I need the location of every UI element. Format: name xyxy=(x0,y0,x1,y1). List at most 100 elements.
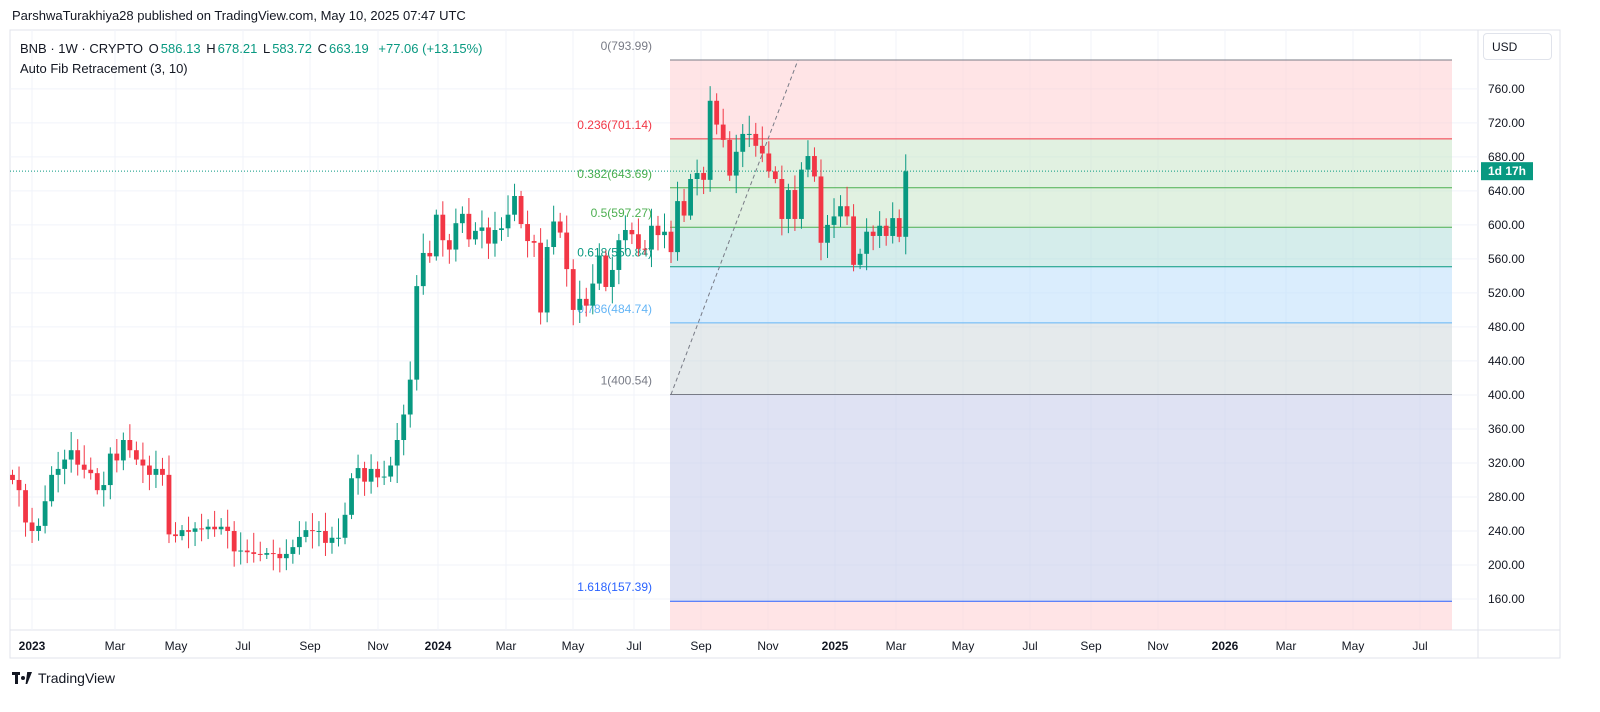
fib-level-label: 0.5(597.27) xyxy=(591,206,652,220)
candle-body xyxy=(342,514,348,538)
x-tick-label: Jul xyxy=(235,639,250,653)
candle-body xyxy=(825,224,830,243)
candle-body xyxy=(805,156,811,170)
candle-body xyxy=(270,553,276,555)
change-value: +77.06 (+13.15%) xyxy=(378,41,483,56)
symbol-label[interactable]: BNB · 1W · CRYPTO xyxy=(20,41,144,56)
x-tick-label: Nov xyxy=(757,639,778,653)
candle-body xyxy=(120,440,126,461)
candle-body xyxy=(147,465,152,475)
chart-frame xyxy=(9,29,1561,659)
candle-body xyxy=(499,228,504,231)
x-tick-label: Mar xyxy=(886,639,907,653)
x-tick-label: Sep xyxy=(690,639,712,653)
fib-band xyxy=(670,227,1452,267)
candle-body xyxy=(42,501,48,526)
fib-level-label: 0.382(643.69) xyxy=(577,167,652,181)
candle-body xyxy=(218,526,224,530)
candle-body xyxy=(316,530,322,532)
candle-body xyxy=(244,550,250,553)
candle-body xyxy=(173,534,178,537)
footer-brand-label: TradingView xyxy=(38,670,116,686)
candle-body xyxy=(603,255,609,287)
fib-band xyxy=(670,138,1452,188)
candle-body xyxy=(192,528,198,532)
candle-body xyxy=(583,298,589,306)
candle-body xyxy=(733,151,739,176)
candle-body xyxy=(688,178,693,216)
candle-body xyxy=(107,453,113,486)
candle-body xyxy=(94,473,100,491)
candle-body xyxy=(675,201,680,253)
candle-body xyxy=(205,526,211,530)
candle-body xyxy=(186,530,191,532)
candle-body xyxy=(714,100,720,125)
x-tick-label: May xyxy=(165,639,188,653)
x-tick-label: Mar xyxy=(496,639,517,653)
candle-body xyxy=(225,526,231,531)
candle-body xyxy=(642,248,648,250)
candle-body xyxy=(55,468,61,475)
candle-body xyxy=(303,530,309,537)
candle-body xyxy=(707,100,713,180)
candle-body xyxy=(473,230,478,240)
y-tick-label: 680.00 xyxy=(1488,150,1525,164)
x-tick-label: May xyxy=(952,639,975,653)
currency-selector[interactable]: USD xyxy=(1483,33,1552,60)
candle-body xyxy=(590,283,596,306)
tradingview-logo-icon xyxy=(12,672,32,684)
candle-body xyxy=(62,459,68,469)
candle-body xyxy=(818,176,824,243)
candle-body xyxy=(329,537,335,543)
close-value: 663.19 xyxy=(328,41,369,56)
candle-body xyxy=(296,536,302,548)
high-label: H xyxy=(206,41,216,56)
y-tick-label: 200.00 xyxy=(1488,558,1525,572)
candle-body xyxy=(349,478,354,515)
candle-body xyxy=(427,252,433,257)
candle-body xyxy=(844,206,850,217)
candle-body xyxy=(727,139,733,176)
current-price-tag xyxy=(1481,162,1533,181)
candle-body xyxy=(10,474,15,480)
candle-body xyxy=(238,550,244,552)
candle-body xyxy=(616,240,622,270)
x-tick-label: May xyxy=(1342,639,1365,653)
x-tick-label: 2026 xyxy=(1212,639,1239,653)
candle-body xyxy=(492,230,498,244)
candle-body xyxy=(68,450,74,460)
candle-body xyxy=(609,269,615,287)
countdown-label: 1d 17h xyxy=(1488,164,1526,178)
candle-body xyxy=(896,218,902,237)
footer-brand[interactable]: TradingView xyxy=(12,670,115,686)
candle-body xyxy=(446,240,452,250)
candle-body xyxy=(564,232,570,270)
candle-body xyxy=(551,221,557,248)
low-label: L xyxy=(262,41,271,56)
candle-body xyxy=(655,225,661,236)
x-tick-label: Mar xyxy=(1276,639,1297,653)
y-tick-label: 480.00 xyxy=(1488,320,1525,334)
fib-level-label: 0.618(550.84) xyxy=(577,246,652,260)
x-tick-label: Jul xyxy=(1022,639,1037,653)
candle-body xyxy=(596,255,602,284)
candle-body xyxy=(101,485,107,491)
candle-body xyxy=(466,213,472,240)
candle-body xyxy=(355,468,361,479)
candle-body xyxy=(114,453,120,461)
y-tick-label: 400.00 xyxy=(1488,388,1525,402)
open-value: 586.13 xyxy=(160,41,201,56)
x-tick-label: Mar xyxy=(105,639,126,653)
candle-body xyxy=(401,414,407,441)
x-tick-label: Nov xyxy=(1147,639,1168,653)
indicator-label[interactable]: Auto Fib Retracement (3, 10) xyxy=(20,61,188,76)
candle-body xyxy=(231,530,237,552)
candle-body xyxy=(414,286,420,380)
candle-body xyxy=(49,474,55,502)
candle-body xyxy=(577,298,583,310)
y-tick-label: 280.00 xyxy=(1488,490,1525,504)
candle-body xyxy=(746,133,752,135)
candle-body xyxy=(29,522,35,531)
candle-body xyxy=(753,133,759,146)
